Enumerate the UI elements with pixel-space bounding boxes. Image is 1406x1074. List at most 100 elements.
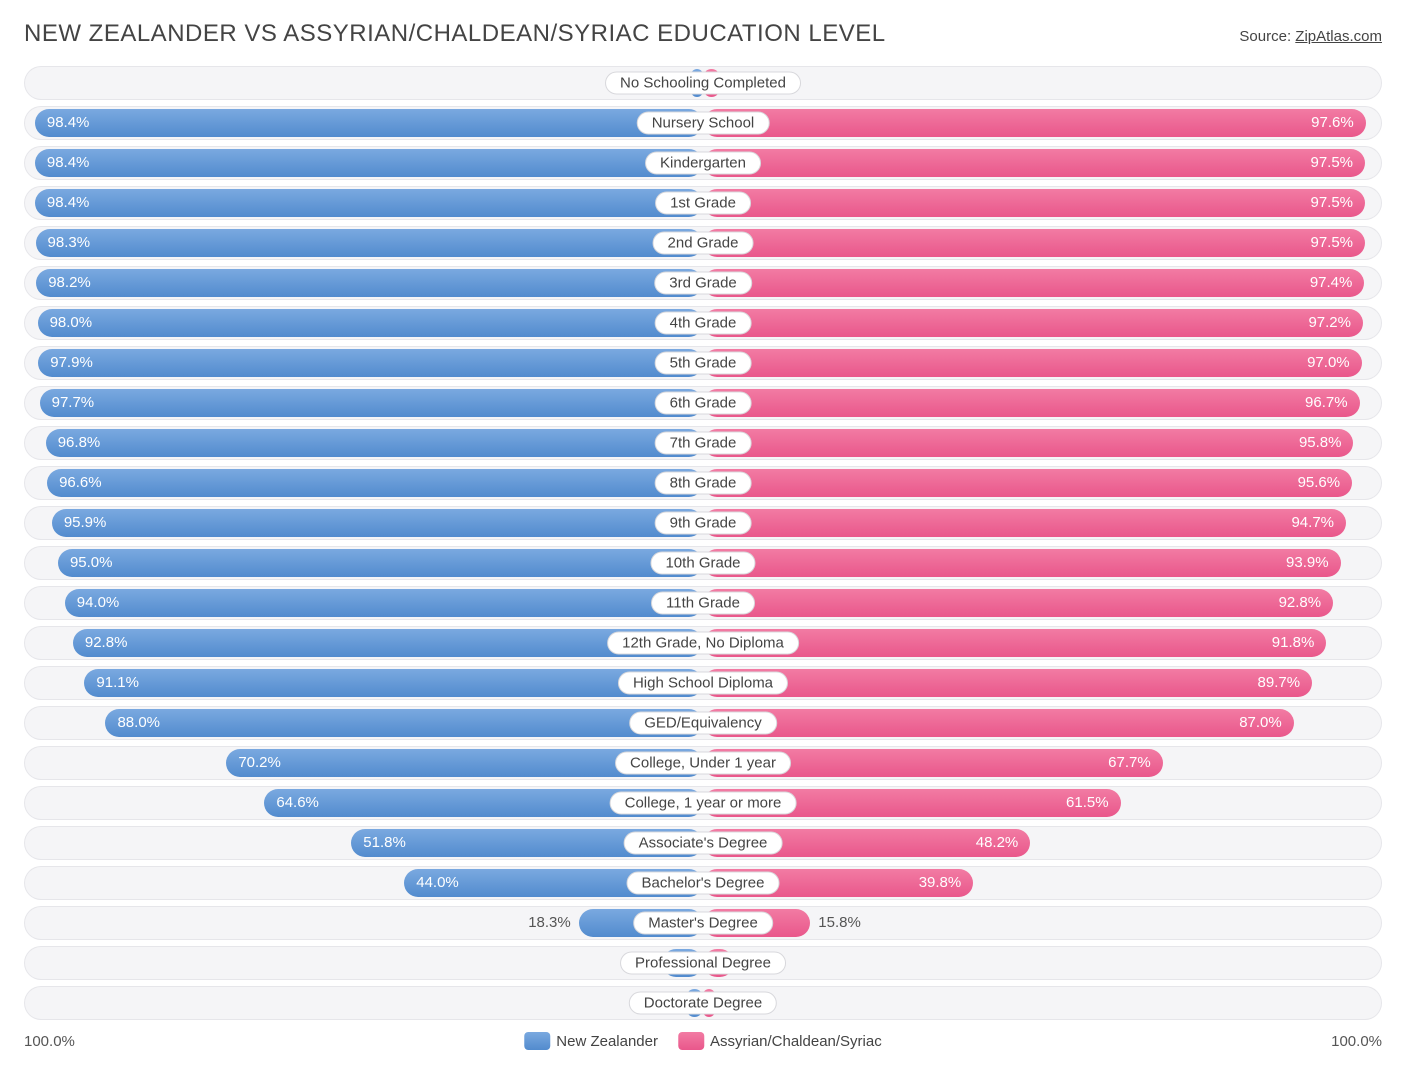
bar-left bbox=[35, 189, 703, 217]
bar-left bbox=[36, 269, 703, 297]
value-label-right: 97.6% bbox=[1311, 106, 1354, 140]
bar-right bbox=[703, 429, 1353, 457]
bar-left bbox=[36, 229, 703, 257]
bar-right bbox=[703, 669, 1312, 697]
value-label-right: 97.5% bbox=[1310, 226, 1353, 260]
chart-rows: 1.7%2.5%No Schooling Completed98.4%97.6%… bbox=[24, 66, 1382, 1020]
value-label-right: 15.8% bbox=[818, 906, 861, 940]
chart-row: 95.0% 93.9% 10th Grade bbox=[24, 546, 1382, 580]
chart-row: 98.3% 97.5% 2nd Grade bbox=[24, 226, 1382, 260]
value-label-left: 96.6% bbox=[59, 466, 102, 500]
chart-row: 95.9%94.7%9th Grade bbox=[24, 506, 1382, 540]
chart-row: 18.3%15.8%Master's Degree bbox=[24, 906, 1382, 940]
value-label-right: 97.0% bbox=[1307, 346, 1350, 380]
category-pill: 11th Grade bbox=[651, 592, 755, 615]
chart-row: 92.8%91.8%12th Grade, No Diploma bbox=[24, 626, 1382, 660]
value-label-left: 51.8% bbox=[363, 826, 406, 860]
track-left bbox=[24, 66, 703, 100]
category-pill: 6th Grade bbox=[655, 392, 752, 415]
value-label-left: 98.2% bbox=[48, 266, 91, 300]
bar-left bbox=[38, 349, 703, 377]
value-label-left: 98.3% bbox=[48, 226, 91, 260]
value-label-left: 70.2% bbox=[238, 746, 281, 780]
chart-header: NEW ZEALANDER VS ASSYRIAN/CHALDEAN/SYRIA… bbox=[24, 20, 1382, 48]
bar-right bbox=[703, 389, 1360, 417]
legend-item-left: New Zealander bbox=[524, 1032, 658, 1050]
chart-row: 2.5%1.7%Doctorate Degree bbox=[24, 986, 1382, 1020]
axis-label-left: 100.0% bbox=[24, 1033, 75, 1050]
value-label-left: 98.4% bbox=[47, 146, 90, 180]
category-pill: College, 1 year or more bbox=[610, 792, 797, 815]
value-label-right: 97.5% bbox=[1310, 186, 1353, 220]
bar-right bbox=[703, 229, 1365, 257]
bar-left bbox=[40, 389, 703, 417]
bar-right bbox=[703, 109, 1366, 137]
track-right bbox=[703, 986, 1382, 1020]
source-attribution: Source: ZipAtlas.com bbox=[1239, 28, 1382, 45]
chart-row: 94.0%92.8%11th Grade bbox=[24, 586, 1382, 620]
track-left bbox=[24, 986, 703, 1020]
chart-row: 91.1%89.7%High School Diploma bbox=[24, 666, 1382, 700]
value-label-right: 93.9% bbox=[1286, 546, 1329, 580]
category-pill: 1st Grade bbox=[655, 192, 751, 215]
legend-swatch-right bbox=[678, 1032, 704, 1050]
category-pill: College, Under 1 year bbox=[615, 752, 791, 775]
category-pill: 2nd Grade bbox=[653, 232, 754, 255]
chart-row: 51.8%48.2%Associate's Degree bbox=[24, 826, 1382, 860]
chart-footer: 100.0% New Zealander Assyrian/Chaldean/S… bbox=[24, 1028, 1382, 1054]
value-label-left: 97.7% bbox=[52, 386, 95, 420]
bar-left bbox=[35, 149, 703, 177]
value-label-right: 89.7% bbox=[1258, 666, 1301, 700]
value-label-left: 96.8% bbox=[58, 426, 101, 460]
bar-right bbox=[703, 469, 1352, 497]
value-label-left: 97.9% bbox=[50, 346, 93, 380]
chart-row: 70.2% 67.7% College, Under 1 year bbox=[24, 746, 1382, 780]
track-right bbox=[703, 66, 1382, 100]
bar-right bbox=[703, 269, 1364, 297]
category-pill: 4th Grade bbox=[655, 312, 752, 335]
category-pill: Nursery School bbox=[637, 112, 770, 135]
value-label-left: 95.9% bbox=[64, 506, 107, 540]
value-label-right: 97.5% bbox=[1310, 146, 1353, 180]
chart-title: NEW ZEALANDER VS ASSYRIAN/CHALDEAN/SYRIA… bbox=[24, 20, 886, 48]
value-label-left: 98.4% bbox=[47, 106, 90, 140]
value-label-left: 98.4% bbox=[47, 186, 90, 220]
category-pill: 12th Grade, No Diploma bbox=[607, 632, 799, 655]
value-label-right: 97.2% bbox=[1308, 306, 1351, 340]
category-pill: 5th Grade bbox=[655, 352, 752, 375]
category-pill: 10th Grade bbox=[650, 552, 755, 575]
chart-row: 64.6% 61.5% College, 1 year or more bbox=[24, 786, 1382, 820]
category-pill: 7th Grade bbox=[655, 432, 752, 455]
bar-left bbox=[52, 509, 703, 537]
category-pill: 8th Grade bbox=[655, 472, 752, 495]
legend-label-right: Assyrian/Chaldean/Syriac bbox=[710, 1033, 882, 1050]
bar-right bbox=[703, 709, 1294, 737]
bar-right bbox=[703, 309, 1363, 337]
chart-row: 44.0%39.8%Bachelor's Degree bbox=[24, 866, 1382, 900]
bar-left bbox=[58, 549, 703, 577]
value-label-right: 97.4% bbox=[1310, 266, 1353, 300]
value-label-left: 95.0% bbox=[70, 546, 113, 580]
source-link[interactable]: ZipAtlas.com bbox=[1295, 28, 1382, 45]
bar-left bbox=[65, 589, 703, 617]
category-pill: 3rd Grade bbox=[654, 272, 752, 295]
value-label-right: 96.7% bbox=[1305, 386, 1348, 420]
chart-row: 96.8% 95.8% 7th Grade bbox=[24, 426, 1382, 460]
value-label-right: 95.8% bbox=[1299, 426, 1342, 460]
legend: New Zealander Assyrian/Chaldean/Syriac bbox=[524, 1032, 881, 1050]
category-pill: Associate's Degree bbox=[624, 832, 783, 855]
bar-right bbox=[703, 509, 1346, 537]
chart-row: 97.7% 96.7% 6th Grade bbox=[24, 386, 1382, 420]
value-label-left: 92.8% bbox=[85, 626, 128, 660]
axis-label-right: 100.0% bbox=[1331, 1033, 1382, 1050]
legend-label-left: New Zealander bbox=[556, 1033, 658, 1050]
bar-right bbox=[703, 189, 1365, 217]
value-label-right: 39.8% bbox=[919, 866, 962, 900]
value-label-right: 95.6% bbox=[1298, 466, 1341, 500]
value-label-left: 18.3% bbox=[528, 906, 571, 940]
value-label-right: 61.5% bbox=[1066, 786, 1109, 820]
value-label-right: 67.7% bbox=[1108, 746, 1151, 780]
value-label-left: 64.6% bbox=[276, 786, 319, 820]
category-pill: Bachelor's Degree bbox=[627, 872, 780, 895]
value-label-right: 87.0% bbox=[1239, 706, 1282, 740]
